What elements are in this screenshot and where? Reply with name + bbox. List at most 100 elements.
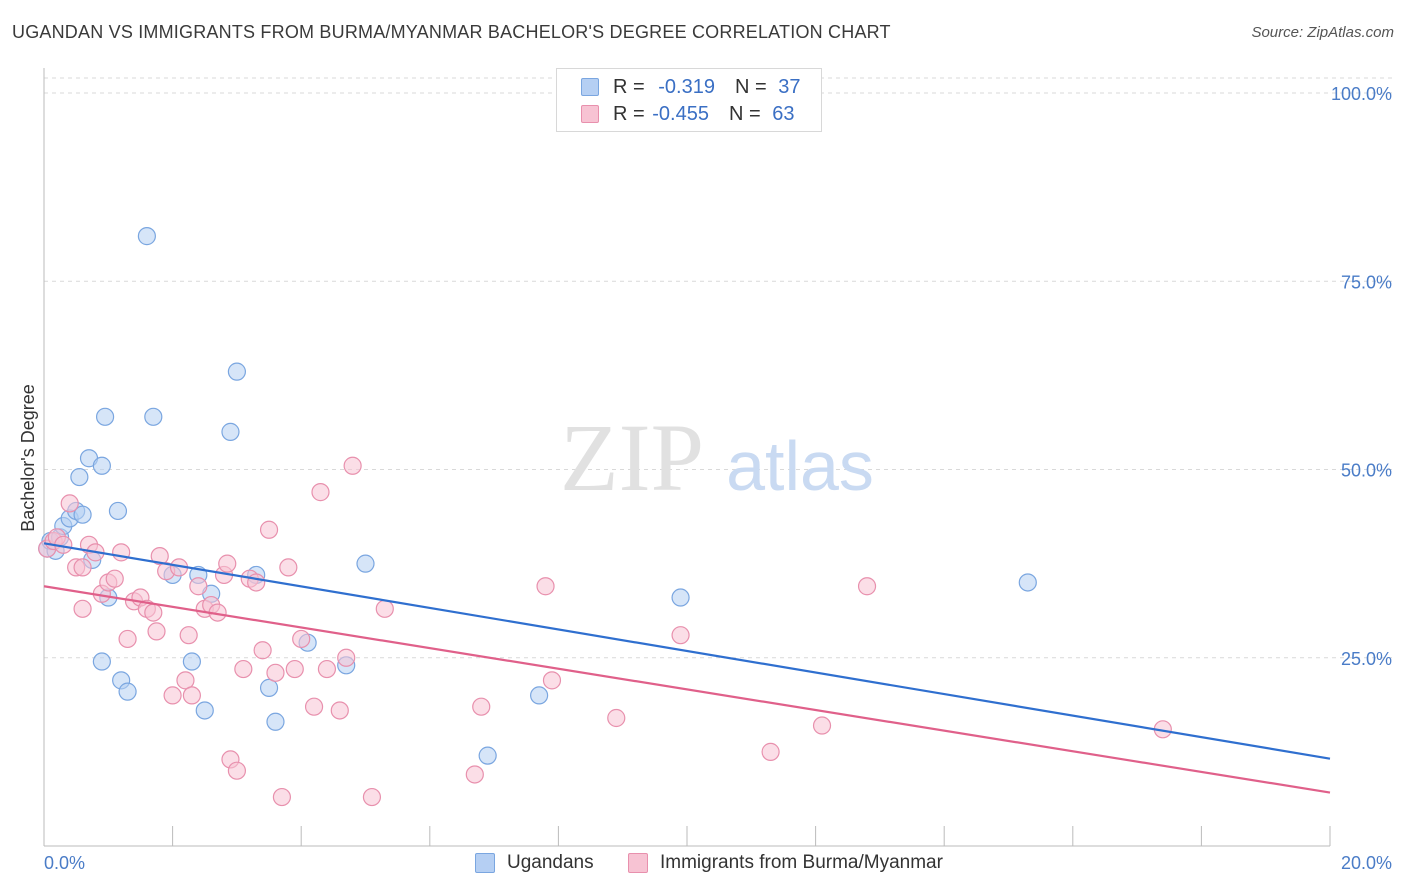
burma-point [259, 520, 279, 539]
chart-title: UGANDAN VS IMMIGRANTS FROM BURMA/MYANMAR… [12, 22, 891, 42]
burma-point [247, 573, 266, 592]
burma-point [279, 558, 298, 577]
burma-point [812, 716, 832, 735]
legend-swatch-pink [628, 853, 648, 873]
ugandan-point [92, 456, 111, 475]
burma-trend-line [43, 585, 1331, 794]
ugandan-point [356, 554, 375, 573]
burma-point [317, 659, 337, 679]
ugandan-point [92, 652, 111, 671]
watermark-atlas: atlas [726, 427, 874, 505]
y-tick-label: 100.0% [1331, 84, 1392, 104]
burma-point [227, 761, 246, 780]
watermark: ZIP atlas [560, 404, 874, 511]
ugandan-point [137, 227, 156, 246]
burma-point [330, 701, 349, 720]
burma-point [343, 456, 362, 475]
ugandan-point [70, 467, 89, 487]
legend-item-ugandans: Ugandans [475, 852, 594, 874]
burma-point [285, 659, 304, 679]
ugandan-trend-line [43, 542, 1331, 760]
ugandan-point [195, 701, 214, 720]
legend-swatch-pink [581, 105, 599, 123]
n-value: 37 [778, 75, 801, 98]
burma-point [542, 671, 562, 690]
x-tick-label: 0.0% [44, 853, 85, 873]
y-tick-label: 25.0% [1341, 649, 1392, 669]
burma-point [60, 494, 79, 513]
burma-point [304, 697, 324, 716]
x-tick-label: 20.0% [1341, 853, 1392, 873]
burma-point [253, 641, 272, 660]
n-label: N = [734, 75, 767, 98]
r-label: R = [613, 75, 645, 98]
legend-row-burma: R = -0.455 N = 63 [581, 102, 794, 126]
burma-point [147, 622, 166, 641]
burma-point [465, 765, 484, 784]
burma-point [311, 483, 330, 502]
burma-point [73, 558, 92, 577]
burma-point [857, 577, 877, 596]
burma-point [234, 659, 253, 679]
burma-point [266, 663, 285, 682]
ugandan-point [73, 505, 92, 524]
burma-point [182, 686, 201, 705]
legend-swatch-blue [581, 78, 599, 96]
r-value: -0.455 [652, 102, 709, 125]
y-tick-label: 50.0% [1341, 461, 1392, 481]
burma-point [671, 626, 690, 645]
axes [43, 68, 1331, 847]
burma-point [607, 708, 626, 728]
data-points [38, 227, 1172, 807]
n-value: 63 [772, 102, 795, 125]
ugandan-point [227, 362, 246, 381]
n-label: N = [728, 102, 761, 125]
r-label: R = [613, 102, 645, 125]
burma-point [163, 686, 182, 705]
series-legend: Ugandans Immigrants from Burma/Myanmar [0, 852, 1406, 878]
ugandan-point [478, 746, 497, 765]
ugandan-point [259, 678, 279, 697]
r-value: -0.319 [658, 75, 715, 98]
burma-point [472, 697, 491, 716]
legend-swatch-blue [475, 853, 495, 873]
trend-lines [43, 542, 1331, 794]
ugandan-point [1018, 573, 1037, 592]
ugandan-point [95, 407, 115, 426]
ugandan-point [144, 407, 163, 426]
burma-point [292, 629, 311, 649]
burma-point [73, 599, 92, 618]
ugandan-point [671, 588, 690, 607]
y-tick-label: 75.0% [1341, 272, 1392, 292]
burma-point [144, 603, 163, 622]
legend-label: Immigrants from Burma/Myanmar [660, 852, 943, 873]
burma-point [362, 787, 382, 807]
legend-label: Ugandans [507, 852, 594, 873]
ugandan-point [221, 422, 240, 441]
legend-row-ugandans: R = -0.319 N = 37 [581, 75, 800, 99]
burma-point [337, 648, 356, 667]
ugandan-point [118, 682, 137, 701]
burma-point [189, 577, 208, 596]
legend-item-burma: Immigrants from Burma/Myanmar [628, 852, 943, 874]
burma-point [218, 554, 237, 573]
ugandan-point [530, 686, 549, 705]
burma-point [272, 787, 292, 807]
burma-point [118, 629, 137, 649]
ugandan-point [108, 501, 128, 521]
burma-point [150, 547, 169, 566]
y-axis-label: Bachelor's Degree [18, 384, 38, 532]
tick-labels: 25.0% 50.0% 75.0% 100.0% 0.0% 20.0% [44, 84, 1392, 873]
burma-point [176, 671, 195, 690]
watermark-zip: ZIP [560, 404, 704, 511]
ugandan-point [182, 652, 201, 671]
burma-point [105, 569, 124, 588]
burma-point [761, 742, 780, 761]
burma-point [375, 599, 394, 618]
ugandan-point [266, 712, 285, 731]
source-label: Source: ZipAtlas.com [1251, 24, 1394, 41]
burma-point [179, 626, 198, 645]
burma-point [536, 577, 555, 596]
correlation-legend: R = -0.319 N = 37 R = -0.455 N = 63 [556, 68, 822, 132]
